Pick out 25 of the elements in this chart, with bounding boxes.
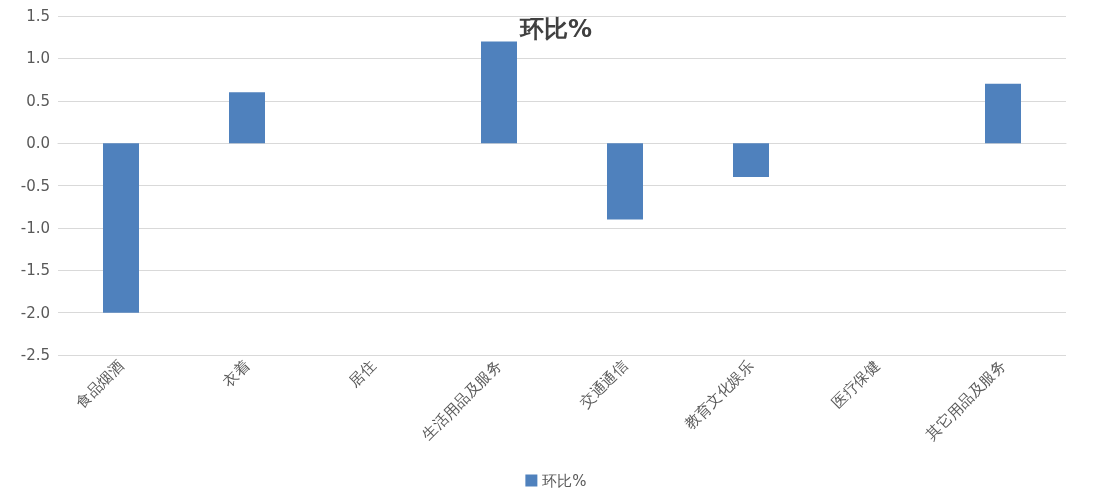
bar (103, 143, 139, 313)
y-tick-label: -0.5 (20, 176, 50, 195)
x-tick-label: 教育文化娱乐 (681, 356, 758, 433)
x-tick-label: 衣着 (219, 356, 254, 391)
x-tick-label: 其它用品及服务 (922, 356, 1010, 444)
bar (229, 92, 265, 144)
chart-title: 环比% (518, 15, 593, 43)
y-tick-label: 0.5 (26, 91, 50, 110)
y-tick-label: -1.5 (20, 261, 50, 280)
x-tick-label: 医疗保健 (828, 356, 884, 412)
x-tick-label: 食品烟酒 (72, 356, 128, 412)
y-tick-label: 1.5 (26, 7, 50, 25)
y-tick-label: -2.5 (20, 346, 50, 364)
y-tick-label: 1.0 (26, 49, 50, 68)
bar (607, 143, 643, 220)
y-tick-label: 0.0 (26, 134, 50, 153)
x-tick-label: 交通通信 (576, 356, 632, 412)
legend-label: 环比% (542, 471, 587, 490)
x-tick-label: 生活用品及服务 (418, 356, 506, 444)
bar (481, 41, 517, 144)
y-tick-label: -2.0 (20, 303, 50, 322)
x-tick-label: 居住 (345, 356, 380, 391)
bar (985, 83, 1021, 144)
bar (733, 143, 769, 178)
y-tick-label: -1.0 (20, 218, 50, 237)
